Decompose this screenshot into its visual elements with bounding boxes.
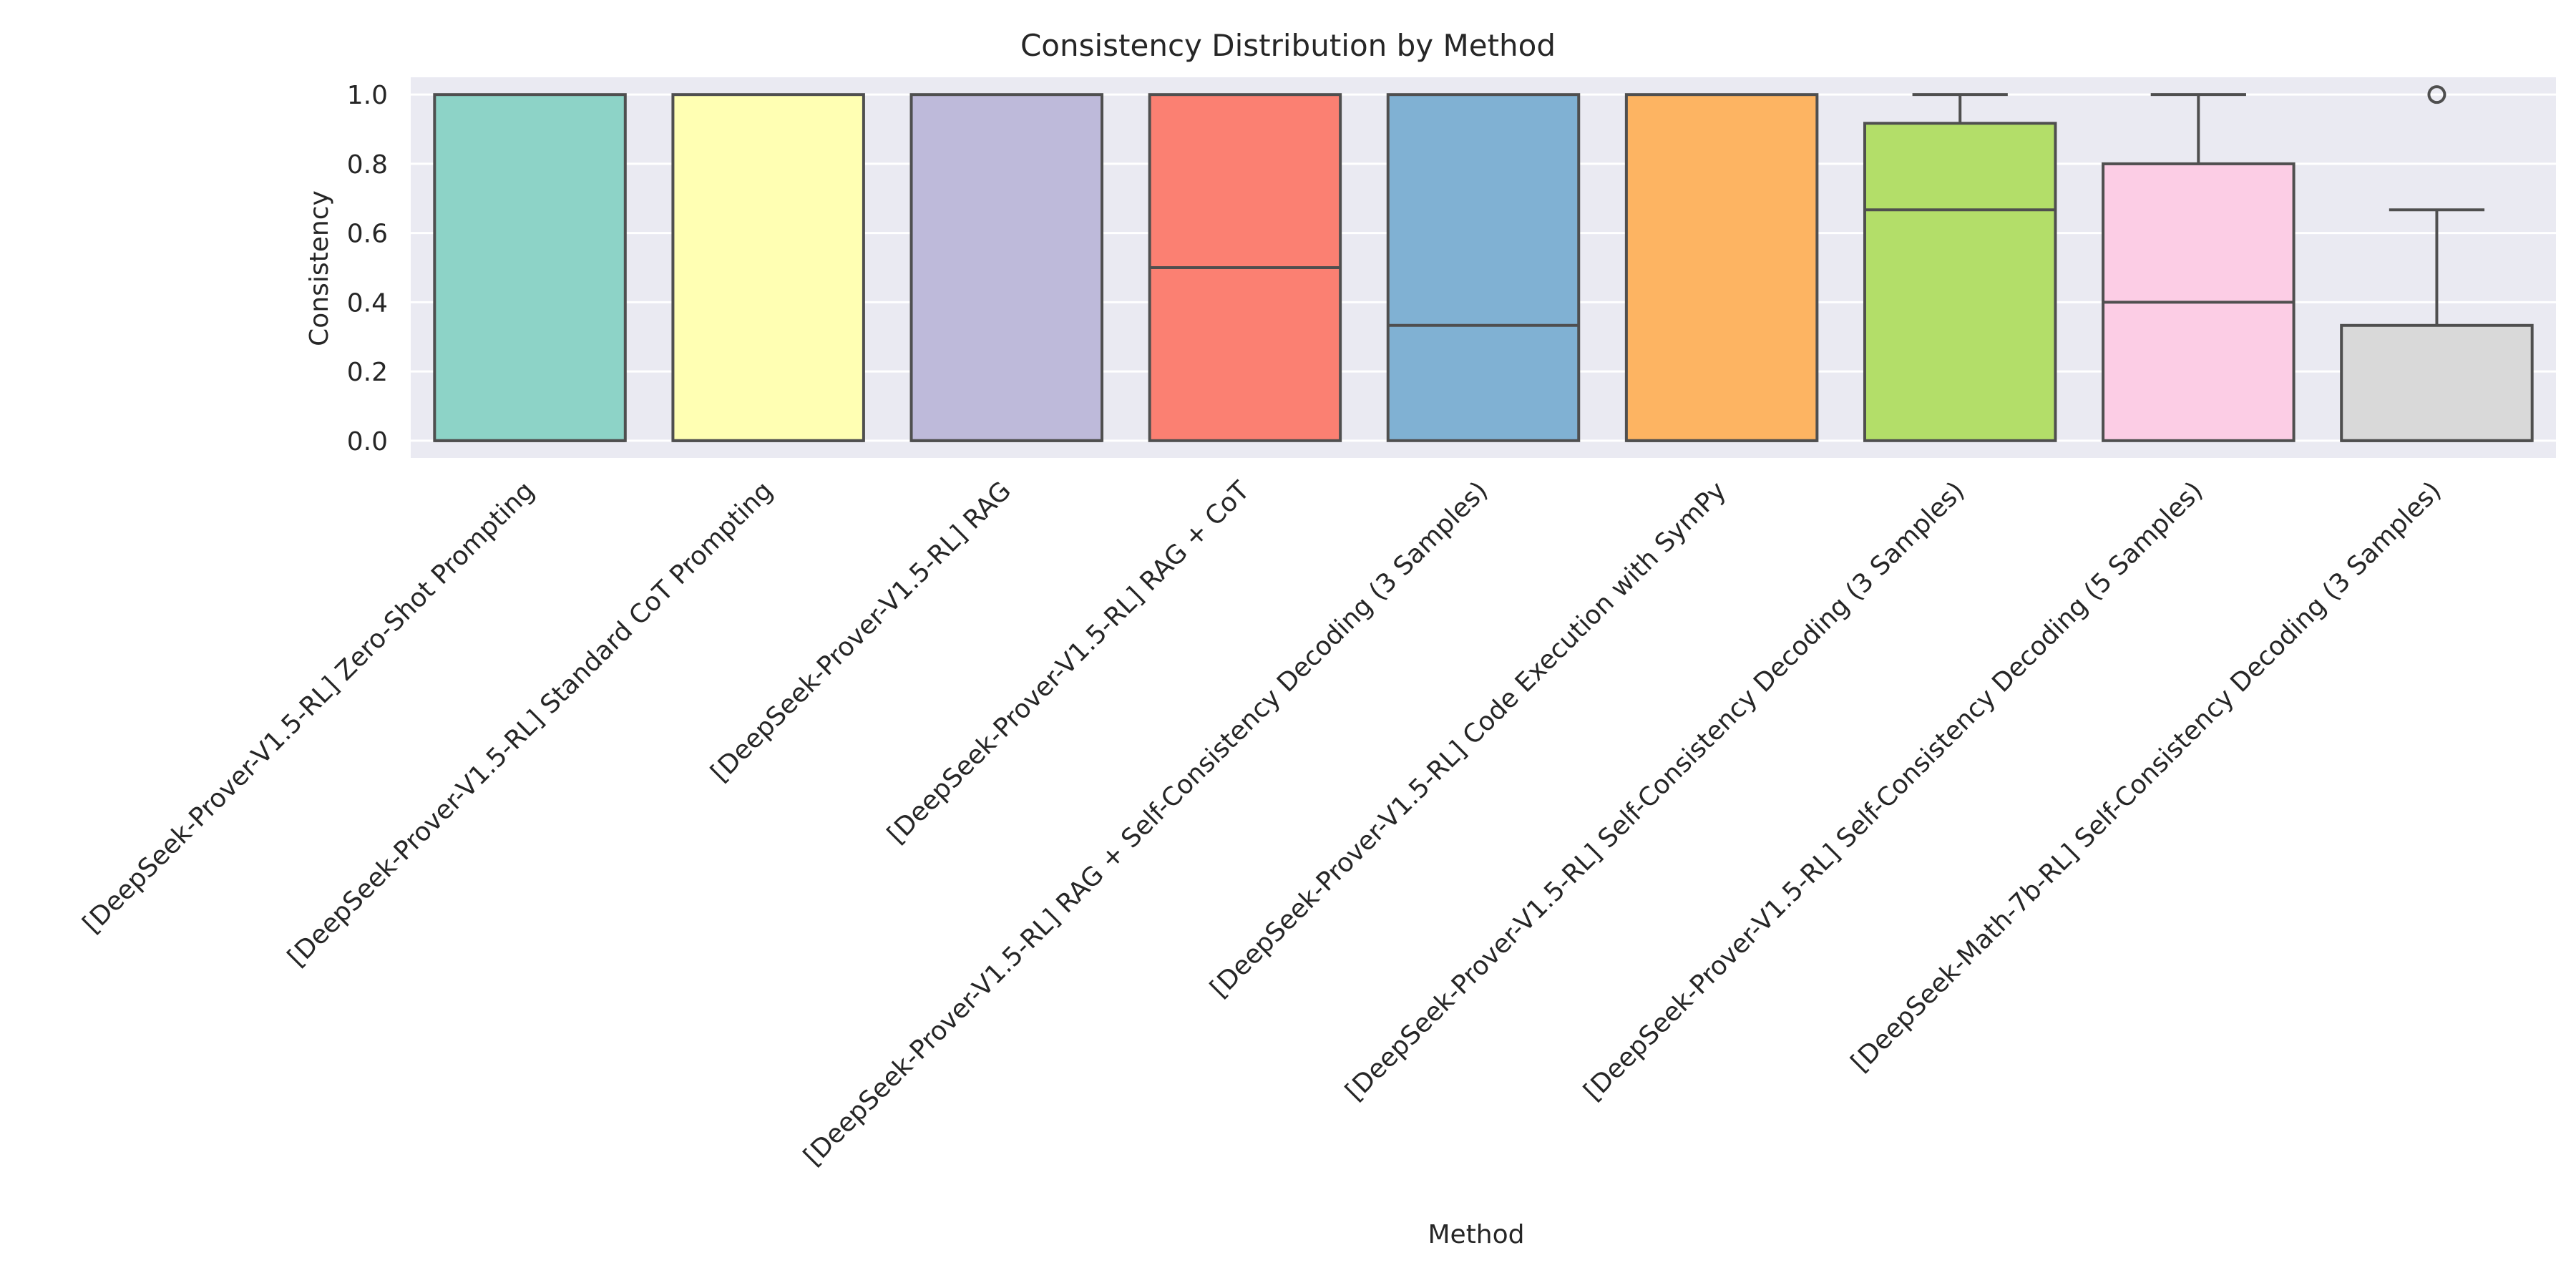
x-tick-label: [DeepSeek-Prover-V1.5-RL] RAG + CoT: [882, 476, 1256, 850]
x-tick-label: [DeepSeek-Prover-V1.5-RL] Standard CoT P…: [282, 476, 779, 972]
box-body: [2340, 323, 2534, 442]
box-body: [671, 93, 865, 442]
box-body: [433, 93, 627, 442]
box-body: [1624, 93, 1819, 442]
box-8: [2102, 93, 2296, 442]
box-2: [671, 93, 865, 442]
x-tick-labels: [DeepSeek-Prover-V1.5-RL] Zero-Shot Prom…: [77, 476, 2447, 1172]
y-tick-label: 0.0: [347, 427, 388, 457]
box-body: [1863, 122, 2057, 442]
x-tick-label: [DeepSeek-Math-7b-RL] Self-Consistency D…: [1845, 476, 2447, 1078]
outlier-point: [2427, 85, 2446, 104]
y-tick-label: 0.4: [347, 288, 388, 318]
box-6: [1624, 93, 1819, 442]
box-5: [1386, 93, 1581, 442]
box-7: [1863, 93, 2057, 442]
y-tick-label: 1.0: [347, 81, 388, 110]
chart-title: Consistency Distribution by Method: [1020, 28, 1556, 63]
y-tick-label: 0.8: [347, 150, 388, 180]
x-tick-label: [DeepSeek-Prover-V1.5-RL] Code Execution…: [1205, 476, 1732, 1003]
box-body: [1386, 93, 1581, 442]
y-tick-label: 0.6: [347, 220, 388, 249]
y-axis-label: Consistency: [305, 190, 334, 346]
y-tick-labels: 0.0 0.2 0.4 0.6 0.8 1.0: [347, 81, 388, 457]
box-3: [909, 93, 1104, 442]
box-body: [909, 93, 1104, 442]
y-tick-label: 0.2: [347, 358, 388, 387]
x-tick-label: [DeepSeek-Prover-V1.5-RL] Zero-Shot Prom…: [77, 476, 540, 939]
box-9: [2340, 85, 2534, 442]
box-4: [1148, 93, 1342, 442]
boxes: [433, 85, 2534, 442]
box-1: [433, 93, 627, 442]
x-axis-label: Method: [1428, 1220, 1524, 1249]
